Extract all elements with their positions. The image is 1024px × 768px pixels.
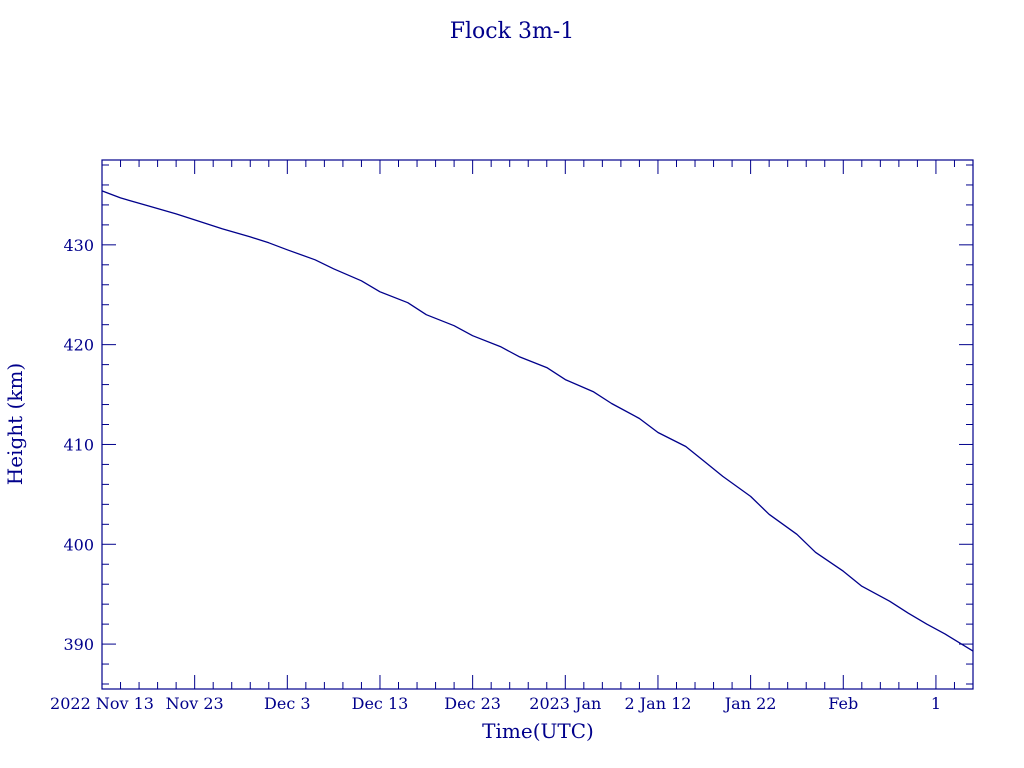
chart-title: Flock 3m-1 — [450, 19, 574, 44]
y-tick-label: 420 — [63, 336, 94, 355]
x-tick-label: Dec 23 — [444, 694, 501, 713]
x-tick-label: Dec 3 — [264, 694, 311, 713]
x-axis-label: Time(UTC) — [482, 719, 594, 743]
y-tick-label: 400 — [63, 535, 94, 554]
x-tick-label: Feb — [828, 694, 858, 713]
plot-frame — [101, 159, 974, 690]
x-tick-label: 2023 Jan — [529, 694, 601, 713]
x-tick-label: 1 — [931, 694, 941, 713]
series-layer — [101, 190, 974, 652]
x-tick-label: Jan 22 — [723, 694, 777, 713]
x-tick-label: 2 Jan 12 — [624, 694, 691, 713]
x-axis-ticks: 2022 Nov 13 Nov 23 Dec 3 Dec 13 Dec 23 2023 J… — [50, 160, 974, 713]
series-line — [101, 190, 974, 652]
y-tick-label: 430 — [63, 236, 94, 255]
y-tick-label: 410 — [63, 435, 94, 454]
x-tick-label: 2022 Nov 13 — [50, 694, 154, 713]
y-tick-label: 390 — [63, 635, 94, 654]
y-axis-label: Height (km) — [3, 363, 27, 485]
x-tick-label: Dec 13 — [352, 694, 409, 713]
y-axis-ticks: 390 400 410 420 430 — [63, 164, 973, 685]
x-tick-label: Nov 23 — [166, 694, 224, 713]
